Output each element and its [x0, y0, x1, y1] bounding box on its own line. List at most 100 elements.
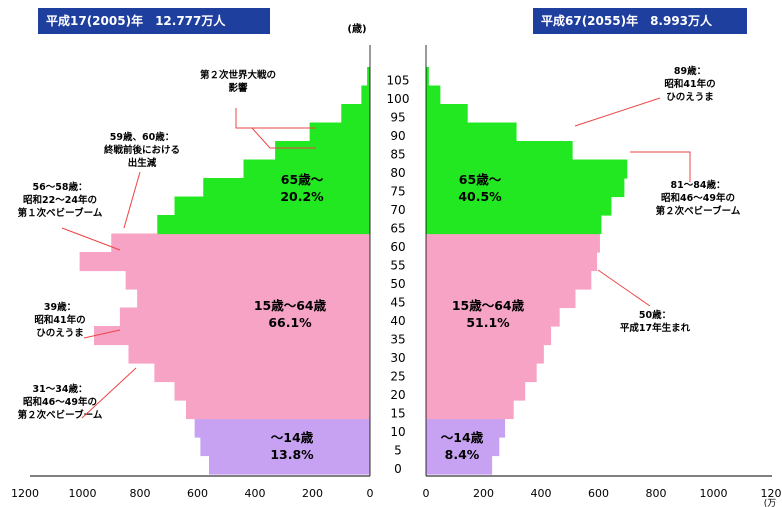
- left-annotation-text: 出生減: [128, 157, 157, 169]
- left-annotation-text: ひのえうま: [36, 327, 84, 339]
- left-annotation-text: 59歳、60歳：: [110, 131, 174, 143]
- right-x-tick-label: 1000: [700, 487, 728, 500]
- age-tick-label: 55: [390, 259, 405, 273]
- age-unit-label: (歳): [347, 22, 366, 35]
- right-annotation-leader-line: [630, 151, 691, 182]
- right-annotation-text: 第２次ベビーブーム: [656, 205, 741, 217]
- left-bar-age-50: [125, 270, 370, 290]
- right-bar-age-40: [426, 307, 560, 327]
- left-x-tick-label: 0: [367, 487, 374, 500]
- left-bar-age-15: [186, 400, 370, 420]
- left-annotation-text: 第１次ベビーブーム: [18, 207, 103, 219]
- left-x-tick-label: 600: [187, 487, 208, 500]
- right-group-label-young: 8.4%: [445, 447, 480, 462]
- right-bar-age-55: [426, 252, 598, 272]
- age-tick-label: 15: [390, 407, 405, 421]
- left-bar-age-95: [341, 104, 370, 124]
- right-bar-age-105: [426, 67, 429, 87]
- right-x-tick-label: 800: [646, 487, 667, 500]
- right-group-label-elderly: 40.5%: [458, 189, 502, 204]
- right-bar-age-10: [426, 418, 506, 438]
- age-tick-label: 40: [390, 314, 405, 328]
- age-tick-label: 45: [390, 296, 405, 310]
- x-unit-label: (万: [764, 499, 777, 507]
- age-tick-label: 85: [390, 148, 405, 162]
- left-annotation-leader-line: [83, 329, 121, 339]
- right-annotation-text: 81～84歳：: [671, 179, 726, 191]
- left-annotation-leader-line: [235, 108, 316, 129]
- right-bar-age-100: [426, 85, 441, 105]
- age-tick-label: 10: [390, 425, 405, 439]
- left-annotation-text: 昭和22～24年の: [23, 194, 97, 206]
- left-annotation-text: 第２次世界大戦の: [200, 69, 276, 81]
- age-tick-label: 65: [390, 222, 405, 236]
- left-bar-age-25: [154, 363, 370, 383]
- age-tick-label: 100: [387, 92, 410, 106]
- age-tick-label: 70: [390, 203, 405, 217]
- left-annotation-text: 終戦前後における: [104, 144, 180, 156]
- right-annotation-text: 昭和41年の: [664, 78, 715, 90]
- right-bar-age-90: [426, 122, 517, 142]
- age-tick-label: 25: [390, 370, 405, 384]
- right-bar-age-95: [426, 104, 468, 124]
- right-bar-age-20: [426, 381, 526, 401]
- age-tick-label: 30: [390, 351, 405, 365]
- age-tick-label: 50: [390, 277, 405, 291]
- left-bar-age-100: [361, 85, 370, 105]
- right-group-label-elderly: 65歳～: [459, 172, 502, 187]
- left-annotation-text: 影響: [228, 82, 248, 94]
- right-annotation-text: 昭和46～49年の: [661, 192, 735, 204]
- right-bar-age-75: [426, 178, 625, 198]
- age-tick-label: 90: [390, 129, 405, 143]
- right-annotation-text: 50歳：: [639, 309, 671, 321]
- left-bar-age-40: [119, 307, 370, 327]
- age-tick-label: 20: [390, 388, 405, 402]
- left-bar-age-10: [194, 418, 370, 438]
- left-bar-age-70: [174, 196, 370, 216]
- left-x-tick-label: 400: [245, 487, 266, 500]
- left-x-tick-label: 1000: [69, 487, 97, 500]
- left-x-tick-label: 1200: [11, 487, 39, 500]
- left-bar-age-0: [209, 455, 370, 475]
- left-x-tick-label: 800: [130, 487, 151, 500]
- right-x-tick-label: 200: [473, 487, 494, 500]
- right-bar-age-15: [426, 400, 514, 420]
- left-bar-age-105: [367, 67, 370, 87]
- age-tick-label: 60: [390, 240, 405, 254]
- right-bar-age-45: [426, 289, 576, 309]
- right-bar-age-50: [426, 270, 592, 290]
- right-group-label-working: 51.1%: [466, 315, 510, 330]
- left-bar-age-75: [203, 178, 370, 198]
- left-group-label-elderly: 20.2%: [280, 189, 324, 204]
- right-x-tick-label: 400: [531, 487, 552, 500]
- right-bar-age-70: [426, 196, 612, 216]
- age-tick-label: 95: [390, 111, 405, 125]
- right-bar-age-30: [426, 344, 544, 364]
- right-bar-age-0: [426, 455, 493, 475]
- right-bar-age-65: [426, 215, 602, 235]
- left-annotation-leader-line: [251, 127, 316, 149]
- right-bar-age-60: [426, 233, 600, 253]
- right-x-tick-label: 0: [423, 487, 430, 500]
- right-bar-age-35: [426, 326, 552, 346]
- left-group-label-elderly: 65歳～: [281, 172, 324, 187]
- left-annotation-text: 昭和41年の: [34, 314, 85, 326]
- right-annotation-leader-line: [574, 97, 661, 127]
- right-annotation-text: 89歳：: [674, 65, 706, 77]
- left-group-label-young: 13.8%: [270, 447, 314, 462]
- left-group-label-working: 66.1%: [268, 315, 312, 330]
- left-bar-age-60: [111, 233, 370, 253]
- left-bar-age-90: [309, 122, 370, 142]
- right-bar-age-80: [426, 159, 628, 179]
- left-bar-age-35: [94, 326, 370, 346]
- left-bar-age-55: [79, 252, 370, 272]
- left-bar-age-5: [200, 437, 370, 457]
- right-annotation-text: ひのえうま: [666, 91, 714, 103]
- left-group-label-young: ～14歳: [271, 430, 314, 445]
- left-annotation-text: 56～58歳：: [33, 181, 88, 193]
- age-tick-label: 0: [394, 462, 402, 476]
- age-tick-label: 105: [387, 74, 410, 88]
- right-panel-title: 平成67(2055)年 8.993万人: [533, 8, 747, 34]
